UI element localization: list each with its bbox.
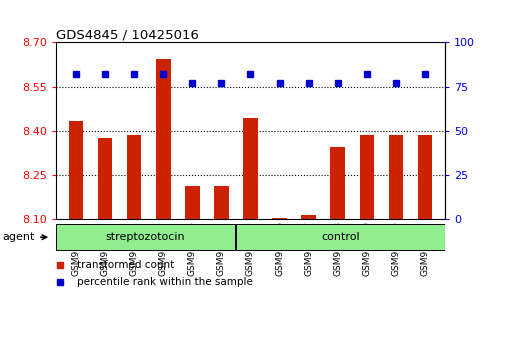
- Text: transformed count: transformed count: [77, 260, 174, 270]
- Bar: [156, 59, 170, 219]
- Bar: [243, 118, 257, 219]
- Bar: [388, 135, 402, 219]
- Bar: [301, 215, 315, 219]
- Bar: [359, 135, 373, 219]
- Bar: [127, 135, 141, 219]
- Bar: [185, 185, 199, 219]
- Text: percentile rank within the sample: percentile rank within the sample: [77, 278, 252, 287]
- Text: agent: agent: [3, 232, 46, 242]
- Text: control: control: [321, 232, 359, 242]
- Text: GDS4845 / 10425016: GDS4845 / 10425016: [56, 28, 198, 41]
- Text: streptozotocin: streptozotocin: [106, 232, 185, 242]
- Bar: [272, 218, 286, 219]
- Bar: [69, 121, 83, 219]
- Bar: [97, 138, 112, 219]
- FancyBboxPatch shape: [236, 224, 444, 250]
- Bar: [214, 185, 228, 219]
- FancyBboxPatch shape: [56, 224, 234, 250]
- Bar: [330, 147, 344, 219]
- Bar: [417, 135, 431, 219]
